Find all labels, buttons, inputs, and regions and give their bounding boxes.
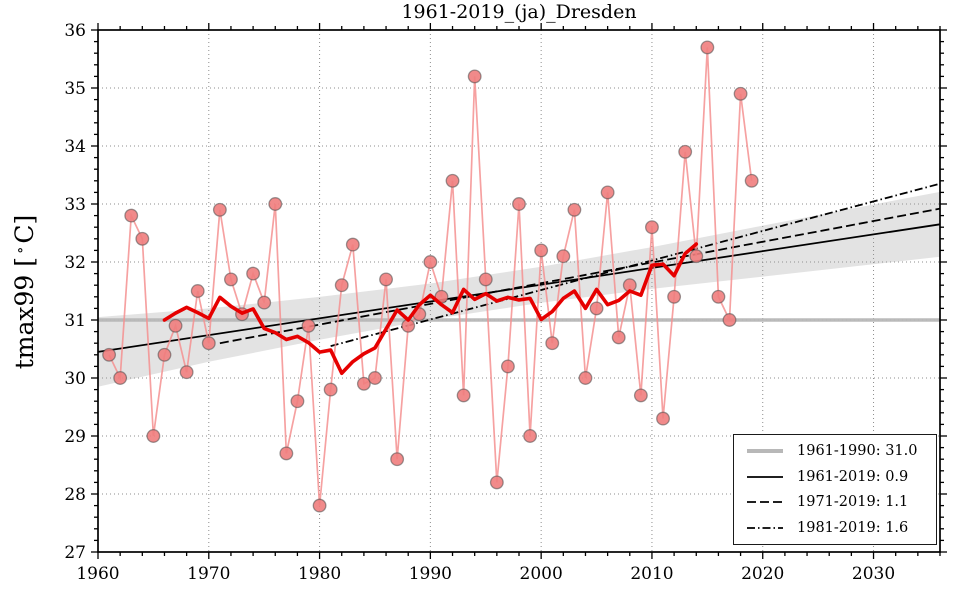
legend-label: 1971-2019: 1.1 — [797, 494, 909, 511]
data-point — [600, 185, 615, 200]
data-point — [656, 411, 670, 426]
y-tick-label: 36 — [64, 21, 86, 41]
legend: 1961-1990: 31.0 1961-2019: 0.9 1971-2019… — [733, 434, 937, 545]
data-point — [223, 272, 238, 287]
data-point — [700, 40, 715, 55]
data-point — [445, 173, 460, 188]
data-point — [113, 371, 128, 385]
data-point — [379, 272, 394, 287]
data-point — [678, 144, 693, 159]
data-point — [722, 313, 737, 327]
data-point — [257, 295, 272, 310]
data-point — [201, 336, 216, 351]
data-point — [567, 202, 582, 217]
x-tick-label: 1990 — [409, 564, 452, 584]
legend-label: 1961-2019: 0.9 — [797, 468, 909, 485]
legend-label: 1981-2019: 1.6 — [797, 519, 909, 536]
y-tick-label: 31 — [64, 311, 86, 331]
data-point — [667, 289, 682, 304]
y-tick-label: 28 — [64, 485, 86, 505]
data-point — [146, 429, 161, 443]
y-tick-label: 30 — [64, 369, 86, 389]
x-tick-label: 2030 — [852, 564, 895, 584]
data-point — [611, 330, 626, 345]
x-tick-label: 1960 — [76, 564, 119, 584]
x-tick-label: 2020 — [741, 564, 784, 584]
data-point — [168, 318, 183, 333]
data-point — [589, 301, 604, 316]
data-point — [523, 429, 538, 443]
data-point — [556, 249, 571, 264]
solid-trend-swatch-icon — [747, 475, 783, 478]
y-tick-label: 33 — [64, 195, 86, 215]
dashdot-trend-swatch-icon — [747, 527, 783, 529]
x-tick-label: 2000 — [520, 564, 563, 584]
x-tick-label: 2010 — [630, 564, 673, 584]
data-point — [733, 86, 748, 101]
legend-label: 1961-1990: 31.0 — [797, 443, 918, 459]
trend-1981-2019 — [330, 182, 941, 347]
data-point — [312, 498, 327, 513]
y-tick-label: 29 — [64, 427, 86, 447]
data-point — [124, 208, 139, 223]
data-point — [290, 394, 305, 409]
data-point — [301, 318, 316, 333]
running-mean-line — [162, 242, 699, 376]
data-point — [711, 289, 726, 304]
trend-1971-2019 — [219, 207, 941, 345]
data-point — [368, 371, 382, 385]
data-point — [390, 452, 405, 467]
data-point — [157, 347, 172, 362]
data-point — [456, 388, 471, 403]
legend-item: 1971-2019: 1.1 — [746, 494, 928, 510]
data-point — [268, 197, 283, 211]
data-point — [246, 266, 261, 281]
y-tick-label: 35 — [64, 79, 86, 99]
data-point — [578, 371, 593, 385]
data-point — [534, 243, 549, 258]
data-point — [478, 272, 493, 287]
data-point — [744, 173, 759, 188]
reference-line-swatch-icon — [747, 449, 783, 453]
data-point — [356, 376, 371, 391]
x-tick-label: 1980 — [298, 564, 341, 584]
data-point — [334, 278, 349, 293]
data-point — [689, 249, 704, 264]
data-point — [279, 446, 294, 461]
data-point — [467, 69, 482, 84]
data-point — [102, 347, 117, 362]
data-point — [489, 475, 504, 490]
y-tick-label: 32 — [64, 253, 86, 273]
y-tick-label: 34 — [64, 137, 86, 157]
data-point — [633, 388, 648, 403]
data-point — [212, 202, 227, 217]
data-point — [323, 382, 338, 397]
data-point — [545, 336, 560, 351]
data-point — [190, 284, 205, 298]
dashed-trend-swatch-icon — [747, 501, 783, 504]
data-point — [179, 365, 194, 380]
legend-item: 1981-2019: 1.6 — [746, 520, 928, 536]
legend-item: 1961-1990: 31.0 — [746, 443, 928, 459]
data-point — [512, 197, 526, 211]
chart-title: 1961-2019_(ja)_Dresden — [401, 1, 637, 23]
data-point — [345, 237, 360, 252]
legend-item: 1961-2019: 0.9 — [746, 469, 928, 485]
data-point — [644, 220, 659, 235]
annual-line — [108, 47, 753, 506]
data-point — [135, 231, 150, 246]
data-point — [500, 359, 515, 374]
y-tick-label: 27 — [64, 543, 86, 563]
data-point — [423, 255, 438, 269]
x-tick-label: 1970 — [187, 564, 230, 584]
